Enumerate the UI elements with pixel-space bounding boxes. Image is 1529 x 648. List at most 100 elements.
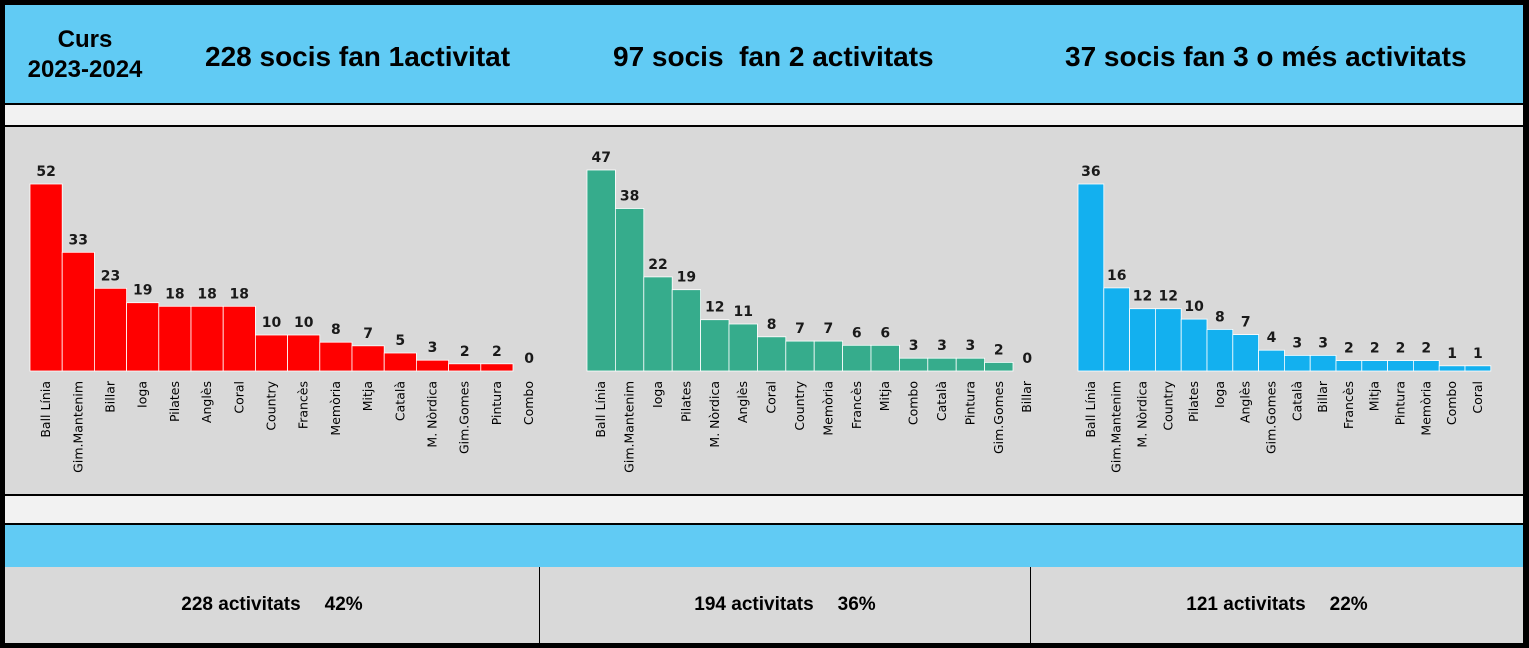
chart-3-category-label-6: Ioga	[1212, 381, 1227, 408]
group2-title: 97 socis fan 2 activitats	[613, 41, 934, 72]
group3-title: 37 socis fan 3 o més activitats	[1065, 41, 1467, 72]
chart-2-value-label-10: 6	[852, 325, 862, 341]
chart-1-category-label-8: Country	[264, 380, 279, 430]
chart-1-value-label-2: 33	[69, 232, 88, 248]
chart-2-category-label-13: Català	[934, 381, 949, 421]
chart-1-value-label-13: 3	[428, 340, 438, 356]
chart-3-category-label-15: Combo	[1444, 381, 1459, 425]
chart-3-value-label-10: 3	[1318, 335, 1328, 351]
chart-1-value-label-3: 23	[101, 268, 120, 284]
chart-3-category-label-9: Català	[1289, 381, 1304, 421]
course-line-2: 2023-2024	[27, 56, 143, 83]
chart-1-category-label-14: Gim.Gomes	[457, 381, 472, 454]
chart-3-category-label-4: Country	[1160, 380, 1175, 430]
chart-1-bar-11	[351, 345, 385, 372]
chart-1-category-label-4: Ioga	[135, 381, 150, 408]
chart-2-bar-9	[813, 340, 844, 372]
chart-2-value-label-6: 11	[733, 304, 752, 320]
charts-panel: 52 Ball Línia 33 Gim.Mantenim 23 Billar 19 Ioga…	[5, 127, 1523, 496]
chart-2-category-label-2: Gim.Mantenim	[622, 381, 637, 473]
chart-3-bar-12	[1361, 360, 1389, 372]
chart-2-value-label-16: 0	[1022, 351, 1032, 367]
chart-1-category-label-11: Mitja	[360, 381, 375, 411]
chart-1-bar-3	[94, 287, 128, 372]
chart-2-bar-4	[671, 289, 702, 372]
chart-2-bar-15	[984, 361, 1014, 372]
chart-1-bar-9	[287, 334, 321, 372]
chart-3-category-label-2: Gim.Mantenim	[1109, 381, 1124, 473]
chart-1-category-label-2: Gim.Mantenim	[70, 381, 85, 473]
chart-2-category-label-4: Pilates	[678, 381, 693, 422]
chart-2-category-label-3: Ioga	[650, 381, 665, 408]
chart-2-value-label-15: 2	[994, 342, 1004, 358]
chart-3-value-label-16: 1	[1473, 346, 1483, 362]
chart-3-value-label-11: 2	[1344, 341, 1354, 357]
chart-3-bar-2	[1103, 287, 1131, 372]
chart-2-bar-6	[728, 323, 758, 372]
chart-1-bar-5	[158, 305, 192, 372]
chart-1-category-label-5: Pilates	[167, 381, 182, 422]
chart-3-category-label-16: Coral	[1470, 381, 1485, 414]
chart-2-category-label-8: Country	[792, 380, 807, 430]
chart-2-value-label-12: 3	[909, 338, 919, 354]
chart-3-value-label-12: 2	[1370, 341, 1380, 357]
total-cell-3: 121 activitats 22%	[1031, 567, 1523, 643]
total-label-1: 228 activitats	[181, 594, 301, 615]
chart-2-value-label-11: 6	[880, 325, 890, 341]
chart-1-value-label-5: 18	[165, 286, 184, 302]
chart-2-value-label-5: 12	[705, 300, 724, 316]
chart-1-category-label-3: Billar	[103, 380, 118, 413]
chart-2-bar-8	[785, 340, 815, 372]
chart-1-category-label-1: Ball Línia	[38, 381, 53, 438]
header-band: Curs 2023-2024 228 socis fan 1activitat …	[5, 5, 1523, 105]
chart-1-value-label-7: 18	[230, 286, 249, 302]
chart-3-bar-1	[1077, 183, 1105, 372]
chart-2-value-label-3: 22	[648, 257, 667, 273]
chart-1-category-label-9: Francès	[296, 381, 311, 429]
chart-1-value-label-6: 18	[197, 286, 216, 302]
chart-2-category-label-10: Francès	[849, 381, 864, 429]
chart-3-category-label-13: Pintura	[1393, 381, 1408, 425]
chart-1-category-label-12: Català	[392, 381, 407, 421]
chart-1-value-label-9: 10	[294, 315, 314, 331]
chart-1-value-label-12: 5	[395, 333, 405, 349]
chart-3-bar-13	[1387, 360, 1414, 372]
chart-3-bar-9	[1284, 354, 1311, 372]
chart-3-bar-14	[1413, 360, 1440, 372]
chart-2-category-label-16: Billar	[1019, 380, 1034, 413]
chart-3-bar-8	[1258, 349, 1285, 372]
chart-2-category-label-9: Memòria	[820, 381, 835, 436]
chart-3-bar-16	[1464, 365, 1492, 372]
chart-1-bar-7	[222, 305, 256, 372]
chart-3-value-label-9: 3	[1292, 335, 1302, 351]
chart-1-category-label-7: Coral	[231, 381, 246, 414]
chart-3-value-label-7: 7	[1241, 315, 1251, 331]
chart-2-bar-1	[586, 169, 616, 372]
chart-3-value-label-4: 12	[1159, 289, 1178, 305]
chart-3-bar-3	[1129, 308, 1156, 372]
chart-3-bar-6	[1206, 328, 1234, 372]
total-label-3: 121 activitats	[1186, 594, 1306, 615]
chart-2-category-label-11: Mitja	[877, 381, 892, 411]
chart-2-bar-11	[870, 344, 900, 372]
chart-1-value-label-10: 8	[331, 322, 341, 338]
chart-2-bar-14	[955, 357, 986, 372]
chart-3-bar-7	[1232, 334, 1260, 372]
chart-3-value-label-13: 2	[1396, 341, 1406, 357]
chart-3-category-label-11: Francès	[1341, 381, 1356, 429]
total-pct-3: 22%	[1329, 594, 1368, 615]
chart-3-category-label-1: Ball Línia	[1083, 381, 1098, 438]
chart-1-value-label-4: 19	[133, 283, 152, 299]
chart-2-category-label-1: Ball Línia	[593, 381, 608, 438]
chart-1-bar-14	[448, 363, 482, 372]
chart-2-value-label-2: 38	[620, 189, 639, 205]
chart-3-category-label-8: Gim.Gomes	[1264, 381, 1279, 454]
total-cell-1: 228 activitats 42%	[5, 567, 539, 643]
chart-1-value-label-14: 2	[460, 344, 470, 360]
chart-3-value-label-1: 36	[1081, 164, 1100, 180]
chart-3-bar-11	[1335, 360, 1363, 372]
total-cell-2: 194 activitats 36%	[540, 567, 1030, 643]
chart-2-bar-12	[899, 357, 929, 372]
